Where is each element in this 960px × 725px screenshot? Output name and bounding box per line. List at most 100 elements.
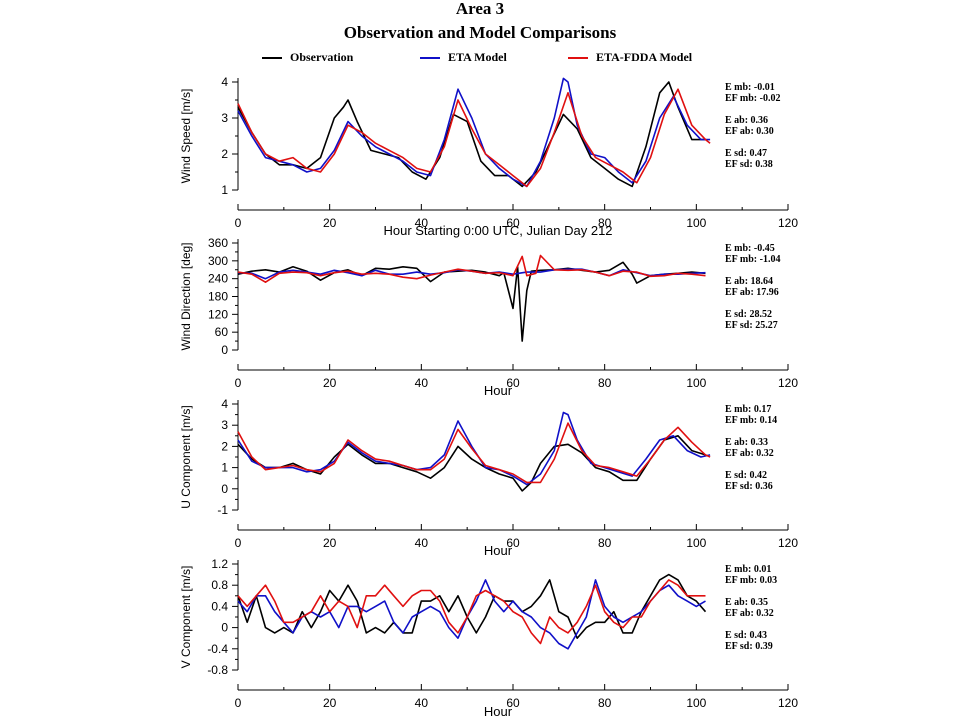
stat-text: EF sd: 0.39 bbox=[725, 641, 773, 652]
x-tick-label: 20 bbox=[323, 696, 337, 710]
stat-text: E mb: 0.01 bbox=[725, 564, 771, 575]
stat-text: E sd: 0.47 bbox=[725, 148, 767, 159]
x-tick-label: 0 bbox=[235, 536, 242, 550]
stat-text: EF mb: 0.14 bbox=[725, 415, 777, 426]
y-tick-label: -0.8 bbox=[207, 663, 228, 677]
y-tick-label: 3 bbox=[221, 418, 228, 432]
stat-text: E ab: 0.36 bbox=[725, 115, 768, 126]
stat-text: E ab: 0.35 bbox=[725, 597, 768, 608]
series-line-eta-model bbox=[237, 411, 711, 486]
stat-text: EF mb: -0.02 bbox=[725, 93, 780, 104]
stat-text: E mb: -0.01 bbox=[725, 82, 775, 93]
panel-2: 0 60 120 180 240 300 360 0 20 40 60 80 100 120 Hour Win… bbox=[179, 236, 798, 398]
stat-text: EF mb: -1.04 bbox=[725, 254, 780, 265]
y-tick-label: 0 bbox=[221, 343, 228, 357]
x-tick-label: 40 bbox=[415, 376, 429, 390]
stat-text: EF ab: 0.32 bbox=[725, 608, 774, 619]
y-tick-label: -1 bbox=[217, 503, 228, 517]
x-axis-label: Hour bbox=[484, 704, 513, 719]
stat-text: EF mb: 0.03 bbox=[725, 575, 777, 586]
x-tick-label: 60 bbox=[506, 376, 520, 390]
y-tick-label: 360 bbox=[208, 236, 228, 250]
x-tick-label: 60 bbox=[506, 216, 520, 230]
y-tick-label: 2 bbox=[221, 439, 228, 453]
y-tick-label: 240 bbox=[208, 272, 228, 286]
x-tick-label: 80 bbox=[598, 696, 612, 710]
x-tick-label: 100 bbox=[686, 536, 706, 550]
x-axis-label: Hour bbox=[484, 543, 513, 558]
x-tick-label: 80 bbox=[598, 376, 612, 390]
x-tick-label: 120 bbox=[778, 376, 798, 390]
x-tick-label: 60 bbox=[506, 536, 520, 550]
x-tick-label: 80 bbox=[598, 216, 612, 230]
x-tick-label: 120 bbox=[778, 696, 798, 710]
stat-text: E sd: 0.43 bbox=[725, 630, 767, 641]
y-tick-label: 2 bbox=[221, 147, 228, 161]
stat-text: EF sd: 0.36 bbox=[725, 481, 773, 492]
x-tick-label: 40 bbox=[415, 536, 429, 550]
legend: Observation ETA Model ETA-FDDA Model bbox=[262, 50, 693, 64]
stat-text: E sd: 0.42 bbox=[725, 470, 767, 481]
x-tick-label: 100 bbox=[686, 216, 706, 230]
x-tick-label: 40 bbox=[415, 696, 429, 710]
y-tick-label: 180 bbox=[208, 290, 228, 304]
series-line-observation bbox=[237, 261, 706, 342]
x-tick-label: 20 bbox=[323, 216, 337, 230]
series-line-observation bbox=[237, 573, 707, 640]
figure-title: Area 3 bbox=[456, 0, 504, 18]
figure-subtitle: Observation and Model Comparisons bbox=[344, 23, 617, 42]
y-tick-label: 300 bbox=[208, 254, 228, 268]
x-tick-label: 120 bbox=[778, 536, 798, 550]
y-tick-label: 3 bbox=[221, 111, 228, 125]
x-tick-label: 0 bbox=[235, 696, 242, 710]
stat-text: E sd: 28.52 bbox=[725, 309, 772, 320]
y-tick-label: 1 bbox=[221, 183, 228, 197]
y-tick-label: 0.4 bbox=[211, 599, 228, 613]
x-axis-label: Hour bbox=[484, 383, 513, 398]
series-line-eta-model bbox=[237, 579, 706, 650]
legend-label-observation: Observation bbox=[290, 50, 354, 64]
series-line-observation bbox=[237, 81, 706, 188]
x-tick-label: 0 bbox=[235, 216, 242, 230]
y-tick-label: 4 bbox=[221, 397, 228, 411]
x-tick-label: 0 bbox=[235, 376, 242, 390]
y-tick-label: 0.8 bbox=[211, 578, 228, 592]
y-tick-label: -0.4 bbox=[207, 642, 228, 656]
stat-text: E ab: 18.64 bbox=[725, 276, 773, 287]
x-tick-label: 100 bbox=[686, 376, 706, 390]
legend-label-eta: ETA Model bbox=[448, 50, 507, 64]
y-tick-label: 120 bbox=[208, 307, 228, 321]
x-tick-label: 120 bbox=[778, 216, 798, 230]
y-tick-label: 0 bbox=[221, 621, 228, 635]
series-line-eta-fdda-model bbox=[237, 579, 706, 645]
stat-text: E ab: 0.33 bbox=[725, 437, 768, 448]
x-axis-label: Hour Starting 0:00 UTC, Julian Day 212 bbox=[383, 223, 612, 238]
panel-4: -0.8 -0.4 0 0.4 0.8 1.2 0 20 40 60 80 100 120 Hour V C… bbox=[179, 557, 798, 719]
x-tick-label: 60 bbox=[506, 696, 520, 710]
stat-text: EF sd: 0.38 bbox=[725, 159, 773, 170]
x-tick-label: 100 bbox=[686, 696, 706, 710]
y-tick-label: 4 bbox=[221, 75, 228, 89]
x-tick-label: 20 bbox=[323, 376, 337, 390]
legend-label-eta-fdda: ETA-FDDA Model bbox=[596, 50, 693, 64]
y-tick-label: 0 bbox=[221, 482, 228, 496]
series-line-eta-fdda-model bbox=[237, 88, 711, 188]
y-axis-label: Wind Direction [deg] bbox=[179, 242, 193, 350]
stat-text: EF sd: 25.27 bbox=[725, 320, 778, 331]
stat-text: EF ab: 0.32 bbox=[725, 448, 774, 459]
y-tick-label: 1 bbox=[221, 461, 228, 475]
x-tick-label: 40 bbox=[415, 216, 429, 230]
series-line-eta-fdda-model bbox=[237, 422, 711, 484]
stat-text: E mb: 0.17 bbox=[725, 404, 771, 415]
y-axis-label: V Component [m/s] bbox=[179, 566, 193, 669]
x-tick-label: 20 bbox=[323, 536, 337, 550]
stat-text: E mb: -0.45 bbox=[725, 243, 775, 254]
series-line-observation bbox=[237, 434, 706, 492]
stat-text: EF ab: 17.96 bbox=[725, 287, 779, 298]
stat-text: EF ab: 0.30 bbox=[725, 126, 774, 137]
series-line-eta-fdda-model bbox=[237, 254, 706, 284]
